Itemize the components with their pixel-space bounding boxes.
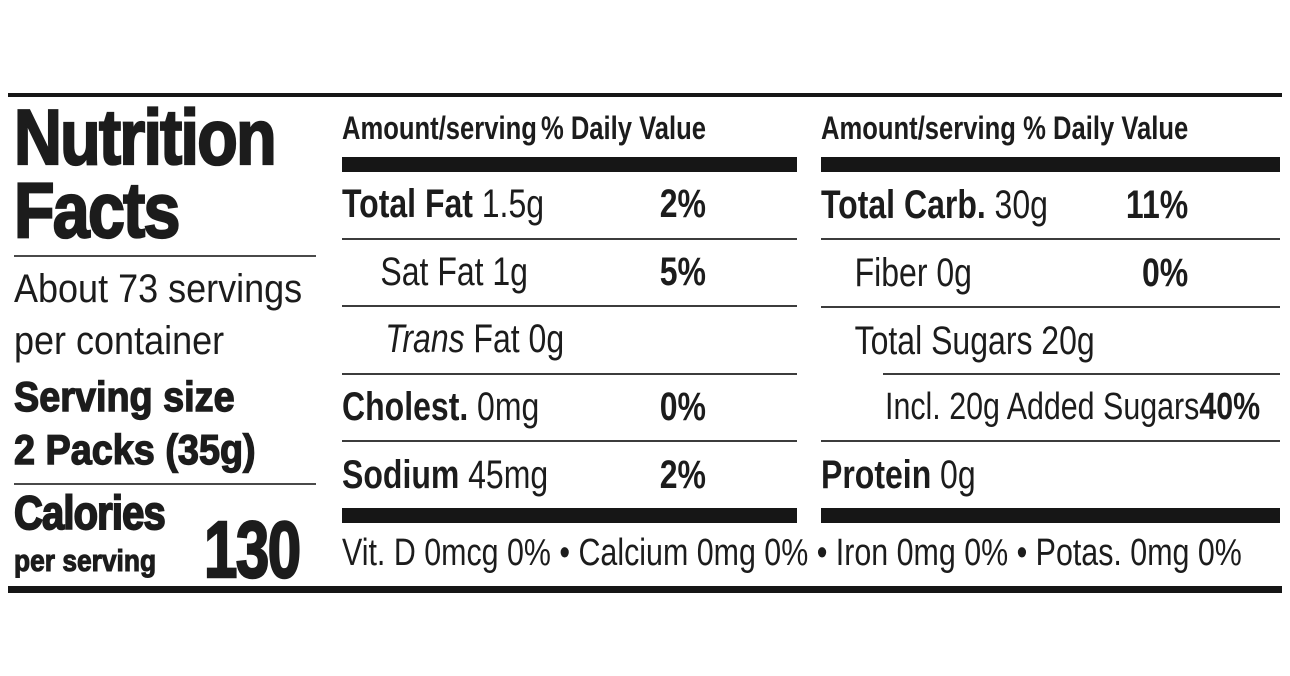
row-fiber: Fiber 0g 0% bbox=[821, 238, 1280, 306]
separator-bar bbox=[821, 157, 1280, 172]
micronutrient-line: Vit. D 0mcg 0% • Calcium 0mg 0% • Iron 0… bbox=[342, 531, 1242, 574]
servings-per-container: About 73 servings per container bbox=[14, 263, 344, 367]
carb-rows: Total Carb. 30g 11% Fiber 0g 0% Total Suga… bbox=[821, 172, 1280, 508]
serving-size-label: Serving size bbox=[13, 372, 235, 420]
nutrient-name-amount: Sodium 45mg bbox=[342, 452, 549, 497]
calories-label: Calories bbox=[13, 485, 166, 540]
column-header: Amount/serving % Daily Value bbox=[342, 97, 797, 157]
separator-bar bbox=[821, 508, 1280, 523]
row-total-sugars: Total Sugars 20g bbox=[821, 306, 1280, 374]
left-panel: Nutrition Facts About 73 servings per co… bbox=[8, 97, 338, 591]
nutrient-name-amount: Total Carb. 30g bbox=[821, 182, 1048, 227]
divider bbox=[14, 483, 316, 485]
divider bbox=[14, 255, 316, 257]
daily-value: 0% bbox=[659, 385, 706, 430]
nutrient-name-amount: Protein 0g bbox=[821, 452, 976, 497]
fat-rows: Total Fat 1.5g 2% Sat Fat 1g 5% Trans Fat 0… bbox=[342, 172, 797, 508]
row-added-sugars: Incl. 20g Added Sugars 40% bbox=[821, 373, 1280, 440]
row-trans-fat: Trans Fat 0g bbox=[342, 305, 797, 373]
column-header: Amount/serving % Daily Value bbox=[821, 97, 1280, 157]
daily-value: 2% bbox=[659, 452, 706, 497]
nutrient-name-amount: Total Fat 1.5g bbox=[342, 182, 545, 227]
row-protein: Protein 0g bbox=[821, 440, 1280, 508]
micronutrient-footer: Vit. D 0mcg 0% • Calcium 0mg 0% • Iron 0… bbox=[342, 523, 1285, 583]
servings-line-1: About 73 servings bbox=[14, 267, 303, 311]
nutrient-name-amount: Fiber 0g bbox=[854, 250, 972, 295]
row-total-fat: Total Fat 1.5g 2% bbox=[342, 172, 797, 238]
nutrient-name-amount: Cholest. 0mg bbox=[342, 385, 540, 430]
row-sodium: Sodium 45mg 2% bbox=[342, 440, 797, 508]
label-title: Nutrition Facts bbox=[13, 93, 344, 254]
daily-value: 40% bbox=[1199, 385, 1261, 428]
title-line-2: Facts bbox=[13, 166, 181, 254]
separator-bar bbox=[342, 508, 797, 523]
calories-value: 130 bbox=[203, 505, 302, 594]
label-frame: Nutrition Facts About 73 servings per co… bbox=[8, 93, 1282, 593]
row-cholesterol: Cholest. 0mg 0% bbox=[342, 372, 797, 441]
header-amount-serving: Amount/serving bbox=[342, 110, 537, 146]
nutrient-name-amount: Incl. 20g Added Sugars bbox=[885, 385, 1200, 428]
nutrient-name-amount: Sat Fat 1g bbox=[380, 249, 528, 294]
fat-column: Amount/serving % Daily Value Total Fat 1.… bbox=[342, 97, 797, 523]
servings-line-2: per container bbox=[14, 319, 225, 363]
daily-value: 2% bbox=[659, 182, 706, 227]
separator-bar bbox=[342, 157, 797, 172]
row-sat-fat: Sat Fat 1g 5% bbox=[342, 237, 797, 306]
nutrient-name-amount: Total Sugars 20g bbox=[854, 318, 1095, 363]
header-amount-serving: Amount/serving bbox=[821, 110, 1016, 146]
header-daily-value: % Daily Value bbox=[1023, 110, 1189, 146]
nutrient-name-amount: Trans Fat 0g bbox=[385, 317, 565, 362]
serving-size-value: 2 Packs (35g) bbox=[13, 425, 256, 473]
daily-value: 5% bbox=[659, 249, 706, 294]
calories-sublabel: per serving bbox=[14, 542, 157, 578]
daily-value: 0% bbox=[1141, 250, 1189, 295]
header-daily-value: % Daily Value bbox=[540, 110, 706, 146]
carb-column: Amount/serving % Daily Value Total Carb.… bbox=[821, 97, 1280, 523]
title-line-1: Nutrition bbox=[13, 93, 278, 181]
serving-size: Serving size 2 Packs (35g) bbox=[13, 370, 344, 476]
row-total-carb: Total Carb. 30g 11% bbox=[821, 172, 1280, 238]
daily-value: 11% bbox=[1125, 182, 1189, 227]
